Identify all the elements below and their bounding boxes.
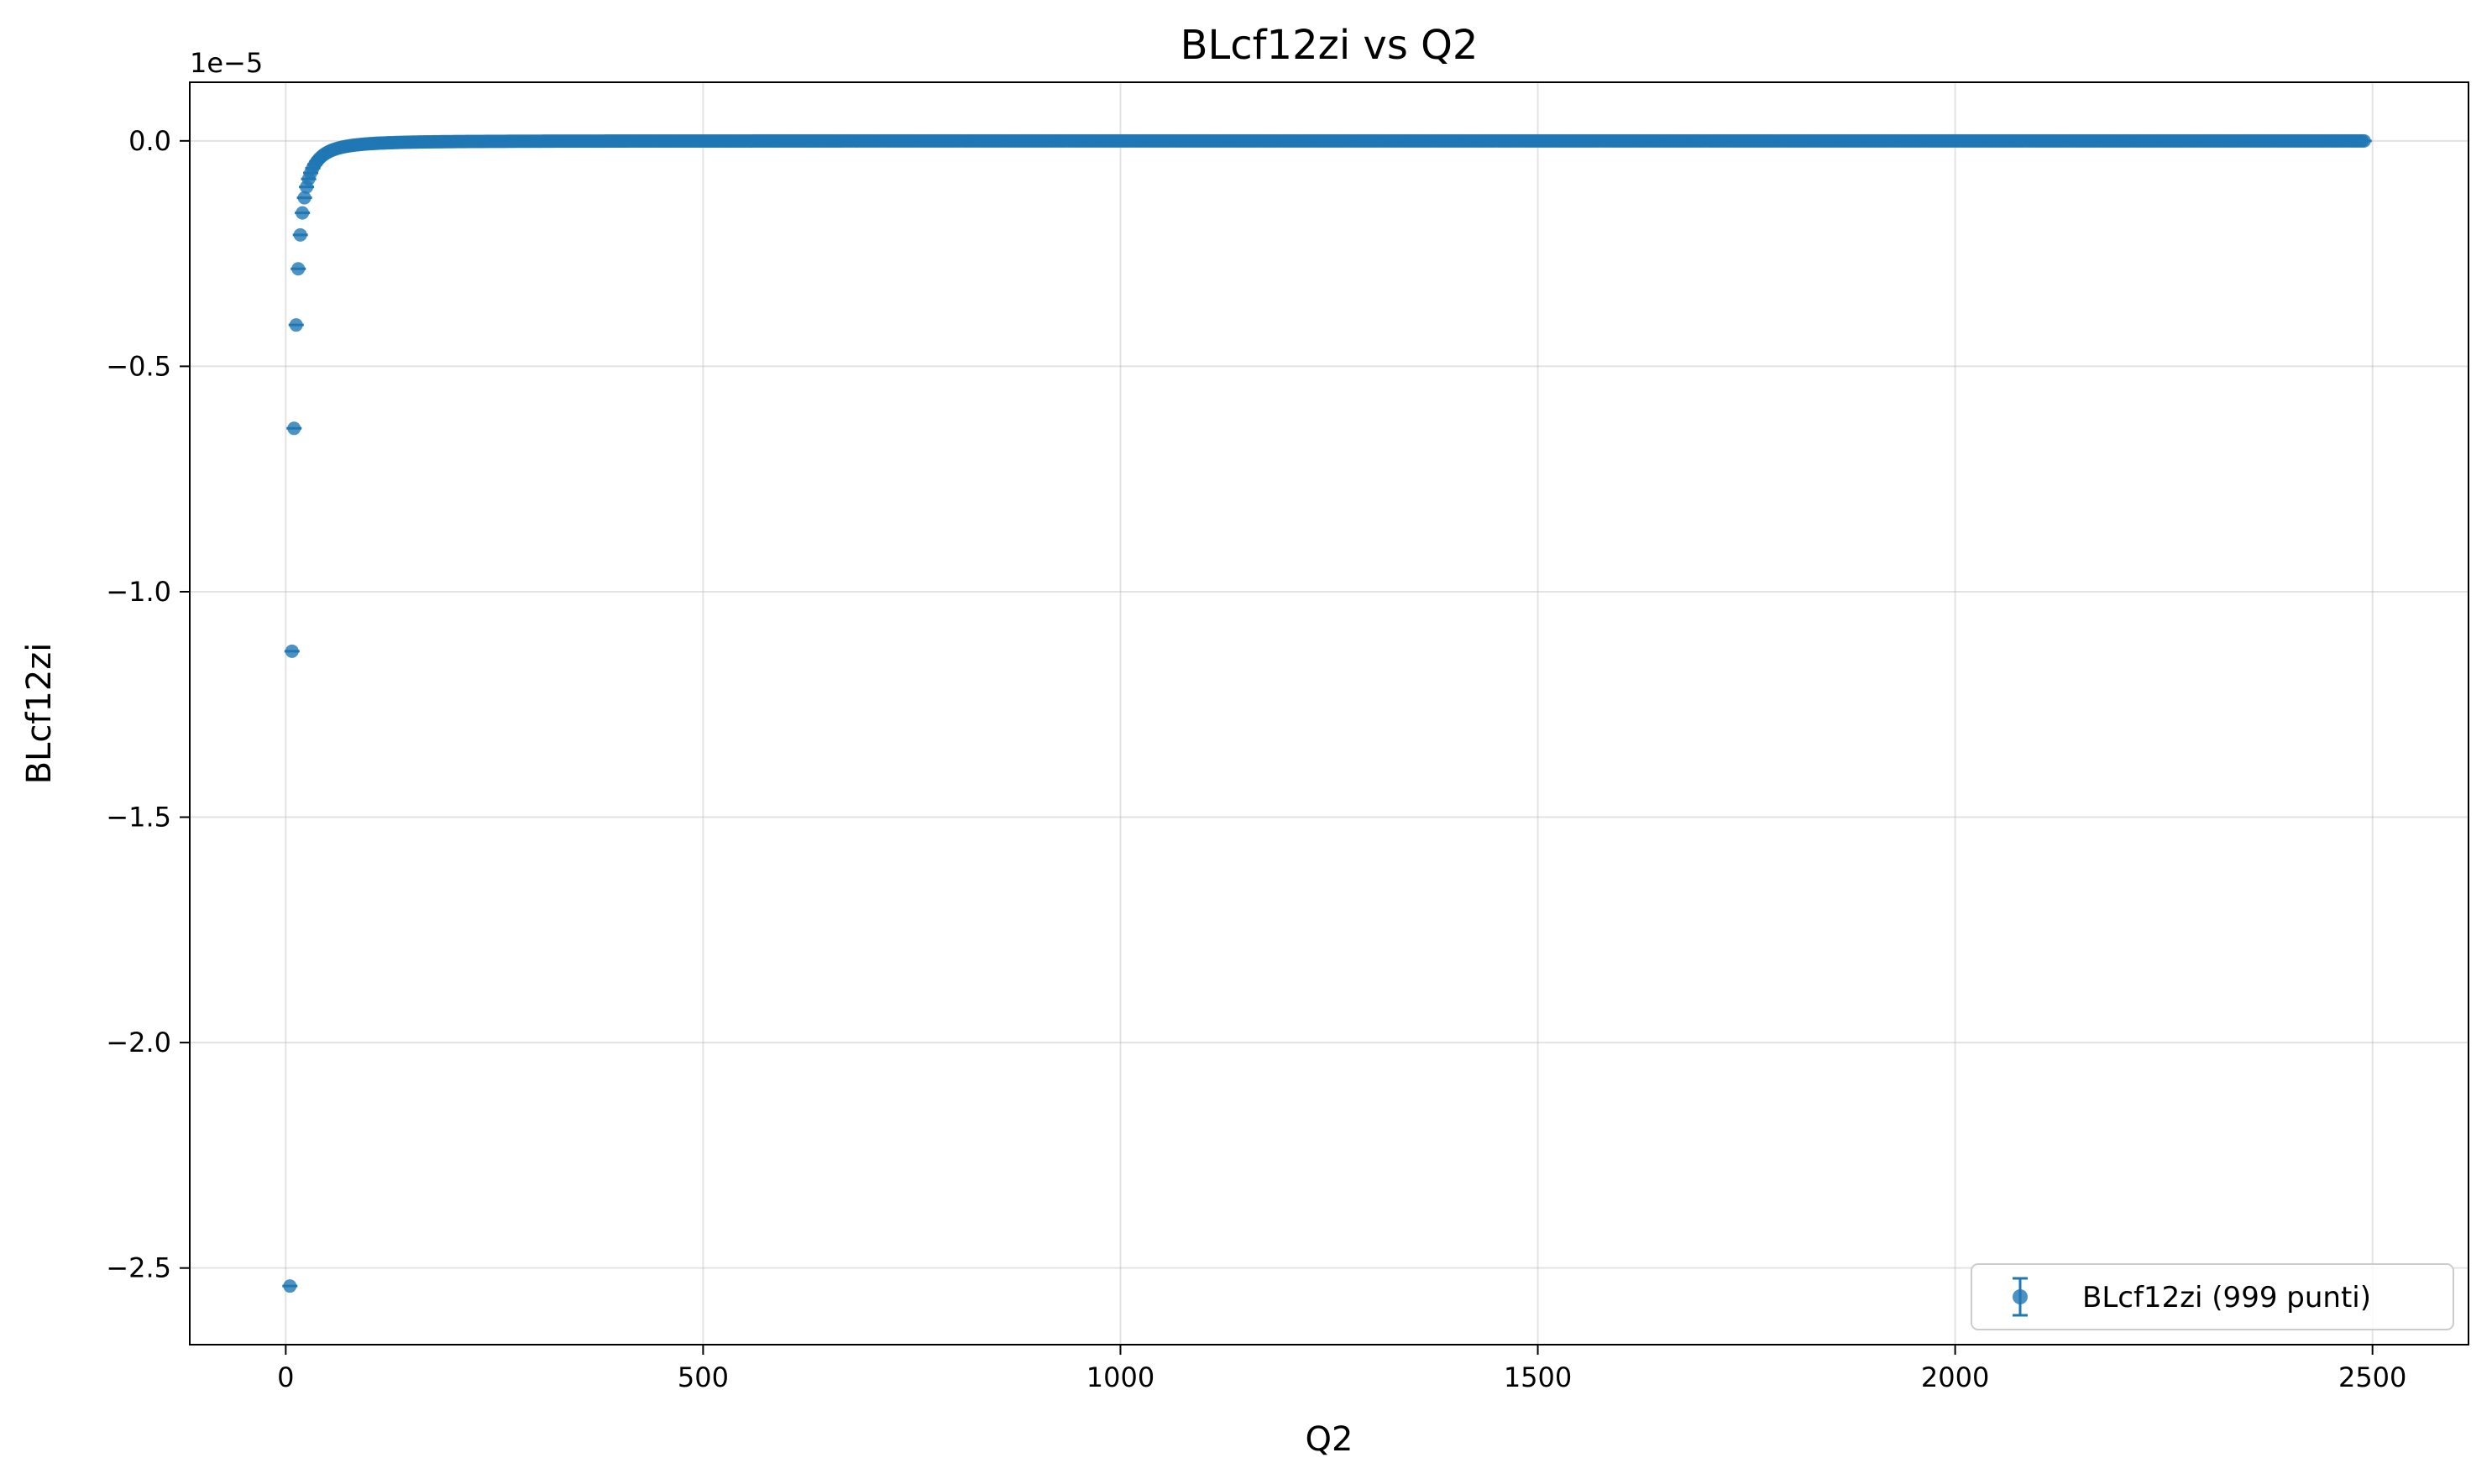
data-point bbox=[295, 206, 311, 220]
y-axis-ticks: 0.0 −0.5 −1.0 −1.5 −2.0 −2.5 bbox=[106, 125, 190, 1284]
x-tick-label: 500 bbox=[678, 1361, 729, 1393]
point-marker bbox=[283, 1279, 297, 1293]
data-point bbox=[288, 318, 304, 332]
y-tick-label: −2.0 bbox=[106, 1027, 171, 1058]
legend: BLcf12zi (999 punti) bbox=[1971, 1263, 2454, 1330]
legend-box bbox=[1971, 1263, 2454, 1330]
point-marker bbox=[2357, 133, 2371, 148]
y-tick-label: −1.5 bbox=[106, 802, 171, 833]
point-marker bbox=[289, 318, 303, 332]
y-tick-label: −2.5 bbox=[106, 1252, 171, 1284]
y-tick-label: −0.5 bbox=[106, 350, 171, 382]
x-axis-label: Q2 bbox=[1306, 1420, 1353, 1459]
data-point bbox=[296, 191, 312, 205]
chart-title: BLcf12zi vs Q2 bbox=[1181, 22, 1479, 69]
y-axis-offset-label: 1e−5 bbox=[190, 47, 263, 79]
y-tick-label: −1.0 bbox=[106, 576, 171, 608]
point-marker bbox=[287, 421, 301, 436]
series-layer bbox=[282, 133, 2372, 1293]
legend-marker bbox=[2013, 1277, 2028, 1317]
data-point bbox=[282, 1279, 298, 1293]
data-point bbox=[286, 421, 302, 436]
point-marker bbox=[296, 206, 310, 220]
x-tick-label: 0 bbox=[277, 1361, 294, 1393]
x-axis-ticks: 0 500 1000 1500 2000 2500 bbox=[277, 1345, 2406, 1393]
x-tick-label: 2500 bbox=[2338, 1361, 2406, 1393]
data-point bbox=[284, 644, 300, 658]
legend-entry-label: BLcf12zi (999 punti) bbox=[2082, 1281, 2371, 1314]
point-marker bbox=[297, 191, 312, 205]
y-tick-label: 0.0 bbox=[128, 125, 171, 157]
point-marker bbox=[293, 227, 307, 242]
point-marker bbox=[285, 644, 299, 658]
y-axis-label: BLcf12zi bbox=[20, 643, 59, 785]
data-point bbox=[2356, 133, 2372, 148]
data-point bbox=[292, 227, 308, 242]
x-tick-label: 1500 bbox=[1504, 1361, 1572, 1393]
x-tick-label: 2000 bbox=[1921, 1361, 1989, 1393]
data-point bbox=[291, 262, 306, 276]
x-tick-label: 1000 bbox=[1086, 1361, 1154, 1393]
plot-frame bbox=[189, 81, 2469, 1346]
legend-point-marker bbox=[2013, 1289, 2028, 1304]
point-marker bbox=[291, 262, 306, 276]
